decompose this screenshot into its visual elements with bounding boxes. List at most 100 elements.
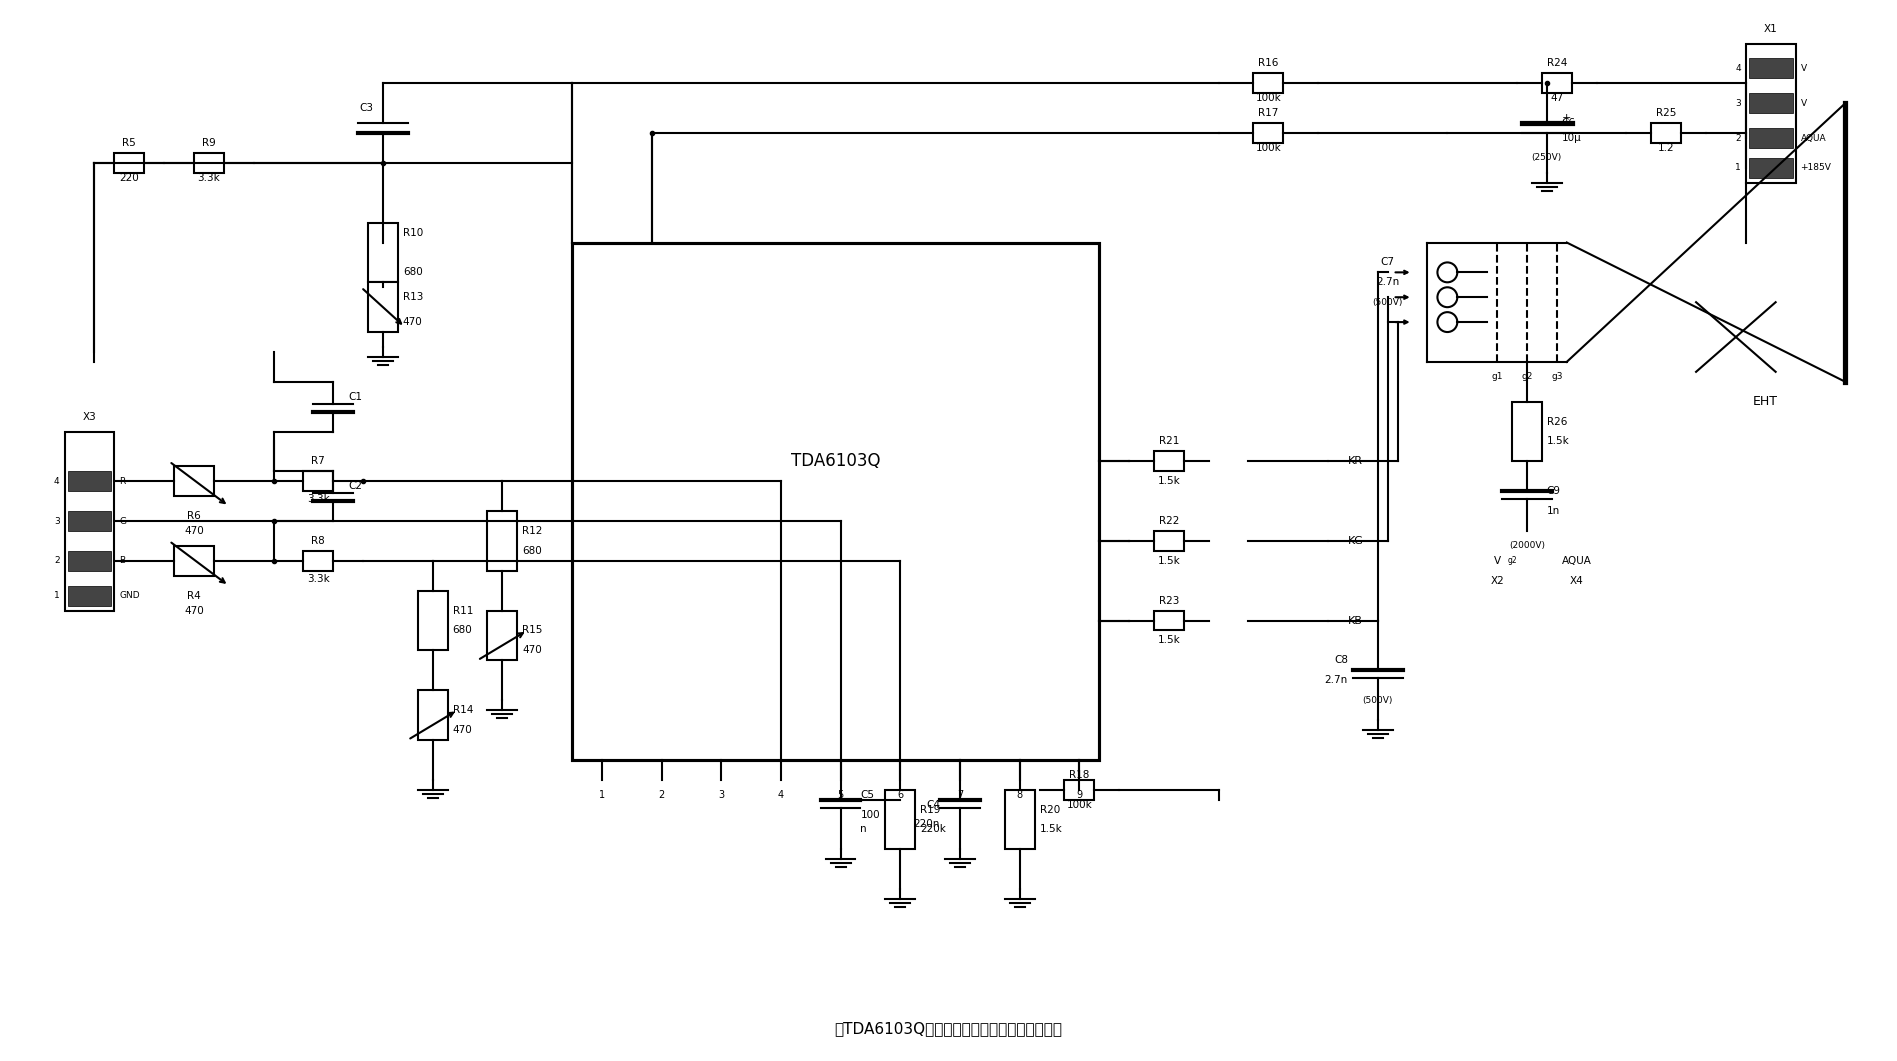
Text: 100k: 100k [1256,93,1280,103]
Text: 1.2: 1.2 [1658,143,1675,153]
Bar [1542,73,1573,93]
Text: 1.5k: 1.5k [1157,556,1180,566]
Text: +: + [1561,114,1571,123]
Text: 由TDA6103Q与彩色显像管构成的实际应用电路: 由TDA6103Q与彩色显像管构成的实际应用电路 [835,1021,1062,1036]
Text: g2: g2 [1521,372,1533,381]
Text: 2.7n: 2.7n [1324,675,1349,685]
Text: 9: 9 [1076,789,1083,800]
Text: (2000V): (2000V) [1508,541,1544,551]
Text: C8: C8 [1334,656,1349,665]
Text: X2: X2 [1491,576,1504,586]
Text: 470: 470 [402,317,423,327]
Text: KG: KG [1349,536,1364,546]
Text: R14: R14 [453,706,472,715]
Bar [68,511,112,530]
Text: C3: C3 [359,103,374,114]
Text: G: G [120,517,127,525]
Text: 47: 47 [1550,93,1563,103]
Text: 3.3k: 3.3k [307,574,330,584]
Text: 3: 3 [53,517,59,525]
Text: 3.3k: 3.3k [307,494,330,504]
Text: R10: R10 [402,227,423,238]
Bar [114,153,144,173]
Text: AQUA: AQUA [1800,134,1827,142]
Text: 1n: 1n [1546,506,1559,516]
Text: KB: KB [1349,615,1362,626]
Bar [368,282,398,332]
Text: R22: R22 [1159,516,1180,526]
Text: X4: X4 [1571,576,1584,586]
Bar [1512,402,1542,462]
Text: TDA6103Q: TDA6103Q [791,452,880,470]
Text: 470: 470 [184,526,203,536]
Text: V: V [1800,64,1806,73]
Text: R11: R11 [453,606,472,615]
Text: 220n: 220n [914,819,941,830]
Text: R12: R12 [522,526,543,536]
Text: 100k: 100k [1066,800,1093,810]
Text: C4: C4 [926,800,941,810]
Text: 10μ: 10μ [1561,133,1582,143]
Text: 2.7n: 2.7n [1375,277,1400,288]
Text: 680: 680 [522,546,543,556]
Bar [1254,123,1282,143]
Bar [64,432,114,610]
Text: R6: R6 [188,511,201,521]
Text: +185V: +185V [1800,163,1831,172]
Text: R23: R23 [1159,595,1180,606]
Text: 8: 8 [1017,789,1022,800]
Bar [1749,58,1793,79]
Text: R13: R13 [402,292,423,302]
Text: R20: R20 [1040,804,1060,815]
Bar [368,223,398,282]
Text: R25: R25 [1656,108,1677,118]
Bar [1005,789,1034,849]
Text: X1: X1 [1764,23,1777,34]
Bar [1153,530,1184,551]
Text: R16: R16 [1258,58,1279,69]
Text: 2: 2 [53,556,59,566]
Text: g3: g3 [1552,372,1563,381]
Text: n: n [861,824,867,834]
Text: R5: R5 [123,138,137,149]
Bar [417,591,448,650]
Text: C6: C6 [1561,118,1576,128]
Bar [1749,93,1793,114]
Text: R4: R4 [188,591,201,601]
Text: R7: R7 [311,456,324,467]
Text: 220: 220 [120,173,138,182]
Bar [68,551,112,571]
Text: 680: 680 [402,267,423,277]
Text: 680: 680 [453,626,472,636]
Text: 4: 4 [1736,64,1741,73]
Bar [1749,158,1793,178]
Bar [1650,123,1681,143]
Text: 4: 4 [53,476,59,486]
Bar [175,467,214,497]
Text: R8: R8 [311,536,324,546]
Text: R21: R21 [1159,436,1180,447]
Text: (500V): (500V) [1373,298,1404,307]
Bar [304,551,334,571]
Text: 2: 2 [658,789,664,800]
Text: 470: 470 [522,645,543,656]
Text: V: V [1493,556,1501,566]
Text: 1.5k: 1.5k [1546,436,1569,447]
Text: 100: 100 [861,810,880,819]
Text: EHT: EHT [1753,395,1777,408]
Text: 220k: 220k [920,824,947,834]
Bar [1254,73,1282,93]
Text: V: V [1800,99,1806,108]
Text: 1: 1 [599,789,605,800]
Text: 3: 3 [1736,99,1741,108]
Text: g2: g2 [1508,556,1518,566]
Text: R18: R18 [1070,769,1089,780]
Bar [1064,780,1095,800]
Text: C9: C9 [1546,486,1561,497]
Text: 5: 5 [837,789,844,800]
Text: 100k: 100k [1256,143,1280,153]
Bar [1749,128,1793,149]
Text: R9: R9 [201,138,216,149]
Text: AQUA: AQUA [1561,556,1592,566]
Bar [1745,44,1796,182]
